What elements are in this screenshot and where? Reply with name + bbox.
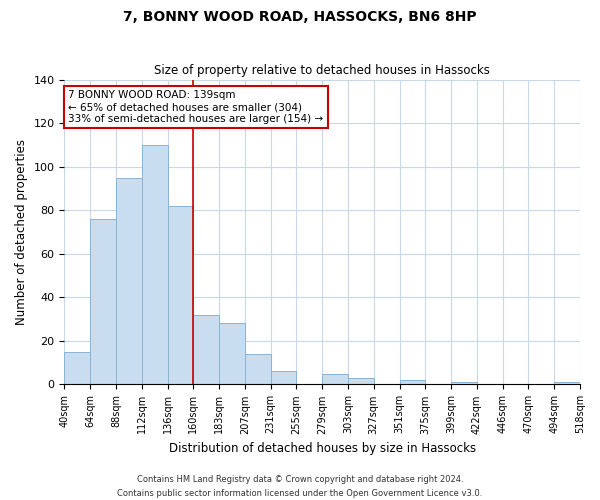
Bar bbox=[271, 372, 296, 384]
Y-axis label: Number of detached properties: Number of detached properties bbox=[15, 139, 28, 325]
Bar bbox=[116, 178, 142, 384]
Bar bbox=[90, 219, 116, 384]
Text: 7, BONNY WOOD ROAD, HASSOCKS, BN6 8HP: 7, BONNY WOOD ROAD, HASSOCKS, BN6 8HP bbox=[123, 10, 477, 24]
Bar bbox=[554, 382, 580, 384]
Bar bbox=[167, 206, 193, 384]
Bar bbox=[400, 380, 425, 384]
Bar bbox=[193, 315, 219, 384]
Text: Contains HM Land Registry data © Crown copyright and database right 2024.
Contai: Contains HM Land Registry data © Crown c… bbox=[118, 476, 482, 498]
Text: 7 BONNY WOOD ROAD: 139sqm
← 65% of detached houses are smaller (304)
33% of semi: 7 BONNY WOOD ROAD: 139sqm ← 65% of detac… bbox=[68, 90, 323, 124]
Bar bbox=[245, 354, 271, 384]
Bar bbox=[451, 382, 477, 384]
Bar bbox=[142, 145, 167, 384]
X-axis label: Distribution of detached houses by size in Hassocks: Distribution of detached houses by size … bbox=[169, 442, 476, 455]
Bar bbox=[348, 378, 374, 384]
Bar bbox=[64, 352, 90, 384]
Bar bbox=[219, 324, 245, 384]
Title: Size of property relative to detached houses in Hassocks: Size of property relative to detached ho… bbox=[154, 64, 490, 77]
Bar bbox=[322, 374, 348, 384]
